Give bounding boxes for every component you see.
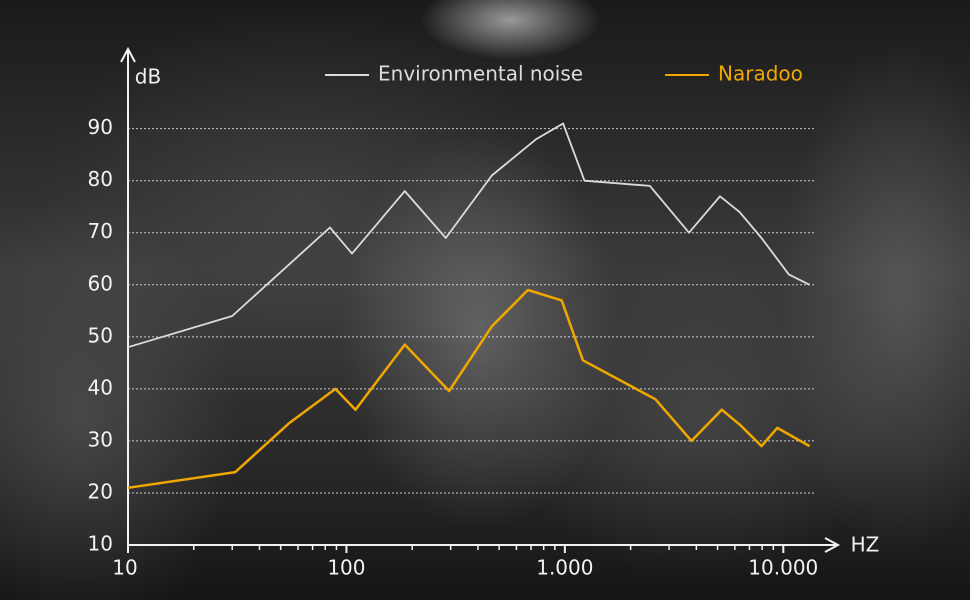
y-tick-label: 50 — [88, 323, 113, 347]
x-tick-label: 10 — [112, 556, 137, 580]
y-tick-label: 20 — [88, 479, 113, 503]
y-tick-label: 10 — [88, 532, 113, 556]
legend-label: Naradoo — [718, 62, 803, 86]
y-tick-label: 60 — [88, 271, 113, 295]
legend-label: Environmental noise — [378, 62, 583, 86]
y-axis-arrow — [120, 46, 136, 63]
x-tick-label: 100 — [327, 556, 365, 580]
y-tick-label: 90 — [88, 115, 113, 139]
y-tick-label: 70 — [88, 219, 113, 243]
data-line — [127, 122, 811, 349]
data-line — [127, 288, 811, 490]
y-tick-label: 40 — [88, 375, 113, 399]
x-axis-arrow — [824, 537, 841, 553]
x-tick-label: 10.000 — [748, 556, 818, 580]
y-axis-label: dB — [135, 65, 161, 89]
axes — [120, 46, 841, 553]
x-tick-label: 1.000 — [536, 556, 593, 580]
y-tick-label: 30 — [88, 427, 113, 451]
y-tick-label: 80 — [88, 167, 113, 191]
x-axis-label: HZ — [851, 533, 880, 557]
